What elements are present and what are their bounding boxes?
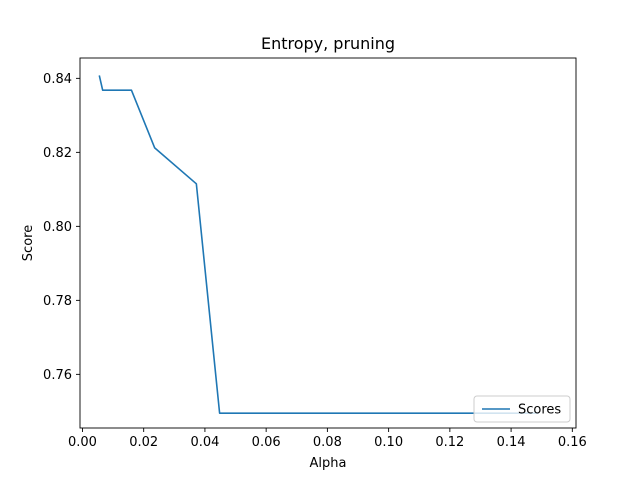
y-axis: 0.76 0.78 0.80 0.82 0.84 [43, 72, 80, 383]
chart-title: Entropy, pruning [261, 34, 395, 53]
legend-label: Scores [518, 403, 561, 418]
y-tick-label: 0.76 [43, 368, 72, 383]
x-tick-label: 0.02 [129, 435, 158, 450]
plot-frame [79, 57, 577, 429]
y-axis-label: Score [21, 225, 36, 261]
y-tick-label: 0.84 [43, 72, 72, 87]
x-tick-label: 0.14 [497, 435, 526, 450]
series-line-0 [98, 75, 539, 415]
x-tick-label: 0.16 [558, 435, 587, 450]
x-tick-label: 0.10 [374, 435, 403, 450]
plot-area [79, 57, 577, 429]
y-tick-label: 0.82 [43, 146, 72, 161]
y-tick-label: 0.80 [43, 220, 72, 235]
x-axis-label: Alpha [310, 456, 347, 471]
legend: Scores [473, 395, 571, 423]
legend-box [473, 395, 571, 423]
x-tick-label: 0.06 [252, 435, 281, 450]
x-tick-label: 0.04 [190, 435, 219, 450]
x-tick-label: 0.12 [435, 435, 464, 450]
x-tick-label: 0.08 [313, 435, 342, 450]
x-axis: 0.00 0.02 0.04 0.06 0.08 0.10 0.12 0.14 0.16 [68, 428, 587, 450]
x-tick-label: 0.00 [68, 435, 97, 450]
y-tick-label: 0.78 [43, 294, 72, 309]
